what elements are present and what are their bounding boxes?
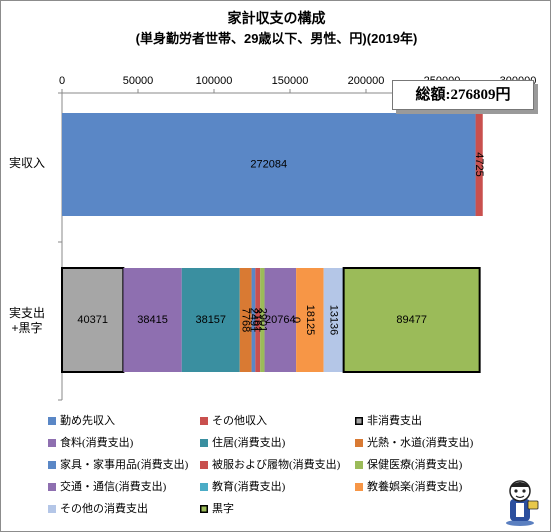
bar-segment [123,268,182,372]
category-label: 実収入 [9,155,45,170]
legend-label: 教養娯楽(消費支出) [367,481,463,493]
x-tick-label: 200000 [348,75,385,87]
data-label: 2491 [247,308,259,332]
category-label: +黒字 [11,320,42,335]
legend-label: 黒字 [212,503,234,515]
legend-swatch [200,505,208,513]
legend-item: 家具・家事用品(消費支出) [48,459,188,472]
legend-label: 食料(消費支出) [60,437,134,449]
bar-segment [62,113,476,216]
data-label: 20764 [265,314,296,326]
legend-item: 交通・通信(消費支出) [48,481,166,494]
legend-label: 勤め先収入 [60,415,115,427]
legend-label: 非消費支出 [367,415,422,427]
legend-swatch [355,483,363,491]
chart-title: 家計収支の構成 [227,10,326,26]
legend-swatch [355,417,363,425]
legend-swatch [200,439,208,447]
legend-item: 住居(消費支出) [200,437,285,450]
bar-segment [475,113,483,216]
legend-item: 勤め先収入 [48,415,115,428]
data-label: 18125 [304,305,316,336]
legend-swatch [48,483,56,491]
x-tick-label: 150000 [272,75,309,87]
legend-label: 教育(消費支出) [212,481,286,493]
bar-segment [296,268,324,372]
mascot-icon [506,480,539,526]
legend-swatch [355,461,363,469]
data-label: 38157 [195,314,226,326]
bar-segment [251,268,256,372]
bar-segment [181,268,240,372]
legend-item: 教育(消費支出) [200,481,285,494]
legend-label: 住居(消費支出) [212,437,286,449]
data-label: 2901 [256,308,268,332]
legend-item: 保健医療(消費支出) [355,459,462,472]
data-label: 3161 [252,308,264,332]
category-label: 実支出 [9,305,45,320]
total-annotation: 総額:276809円 [392,80,534,110]
legend-item: 被服および履物(消費支出) [200,459,340,472]
legend-item: 光熱・水道(消費支出) [355,437,473,450]
legend-swatch [200,417,208,425]
legend-swatch [48,461,56,469]
x-tick-label: 0 [59,75,65,87]
data-label: 38415 [137,314,168,326]
legend-label: 交通・通信(消費支出) [60,481,167,493]
legend-item: 食料(消費支出) [48,437,133,450]
data-label: 89477 [396,314,427,326]
legend-swatch [200,483,208,491]
legend-swatch [48,439,56,447]
legend-item: その他収入 [200,415,267,428]
legend-item: 非消費支出 [355,415,422,428]
legend-swatch [355,439,363,447]
legend-swatch [48,417,56,425]
x-tick-label: 50000 [123,75,154,87]
bar-segment [255,268,261,372]
legend-swatch [48,505,56,513]
data-label: 40371 [77,314,108,326]
legend-swatch [200,461,208,469]
x-tick-label: 100000 [196,75,233,87]
bar-segment [239,268,252,372]
legend-item: 教養娯楽(消費支出) [355,481,462,494]
bar-segment [323,268,344,372]
legend-label: 光熱・水道(消費支出) [367,437,474,449]
bar-segment [260,268,265,372]
legend-label: 被服および履物(消費支出) [212,459,341,471]
data-label: 13136 [328,305,340,336]
legend-label: 家具・家事用品(消費支出) [60,459,189,471]
chart-subtitle: (単身勤労者世帯、29歳以下、男性、円)(2019年) [135,31,418,46]
legend-label: その他収入 [212,415,267,427]
legend-item: その他の消費支出 [48,503,148,516]
data-label: 272084 [250,159,287,171]
bar-segment [264,268,297,372]
data-label: 7768 [240,308,252,332]
bar-segment [342,267,481,373]
bar-segment [61,267,125,373]
data-label: 0 [290,317,302,323]
legend-label: その他の消費支出 [60,503,148,515]
legend-label: 保健医療(消費支出) [367,459,463,471]
legend-item: 黒字 [200,503,234,516]
data-label: 4725 [473,152,485,176]
